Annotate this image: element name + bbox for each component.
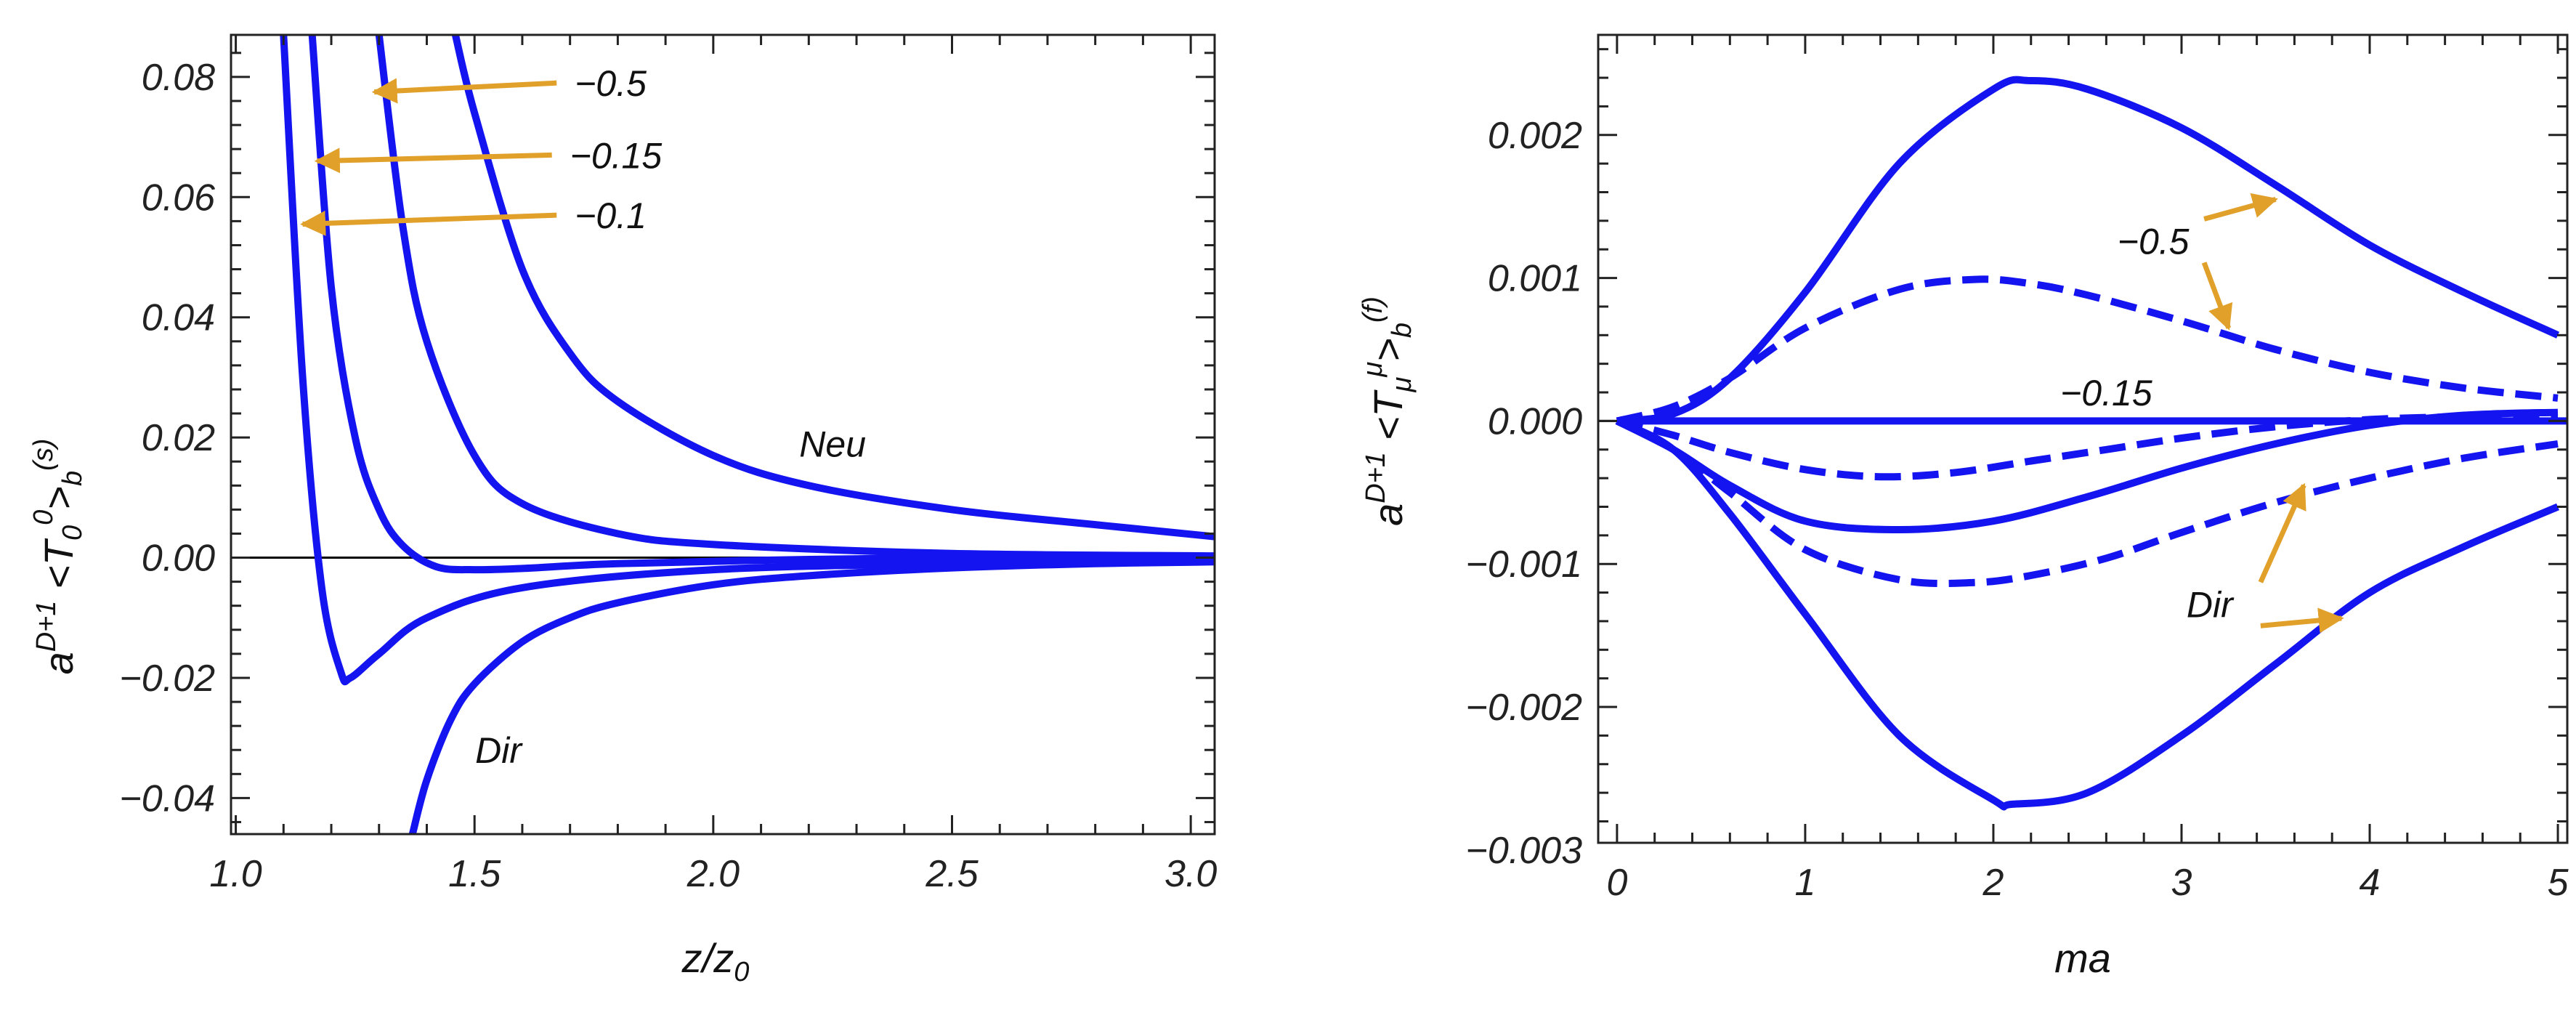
left-annotation-label: Neu (799, 424, 866, 464)
right-curves (1615, 76, 2567, 811)
left-annotation-arrow (371, 78, 557, 104)
right-annotation-label: Dir (2187, 584, 2235, 625)
right-annotation-arrow (2258, 482, 2306, 583)
right-series-3 (1616, 411, 2559, 481)
left-annotation-label: −0.1 (575, 195, 647, 236)
right-y-tick-label: −0.001 (1466, 543, 1583, 586)
left-series-2 (308, 35, 1215, 574)
left-x-tick-label: 2.5 (925, 853, 979, 895)
right-series-1 (1616, 76, 2560, 425)
left-y-axis-title: aD+1 <T00>b(s) (28, 439, 88, 675)
left-annotation-label: Dir (475, 730, 523, 771)
right-annotation-arrow (2203, 193, 2278, 222)
right-series-5 (1615, 417, 2559, 588)
right-x-tick-label: 1 (1794, 862, 1815, 904)
right-x-tick-label: 3 (2171, 862, 2192, 904)
left-x-tick-label: 1.5 (448, 853, 501, 895)
left-annotation-label: −0.15 (570, 135, 663, 176)
left-series-3 (375, 35, 1215, 560)
right-x-tick-label: 0 (1606, 862, 1627, 904)
left-annotation-arrow (300, 210, 557, 236)
right-plot-frame (1597, 33, 2569, 844)
right-series-6 (1615, 417, 2559, 811)
right-series-4 (1615, 408, 2559, 533)
left-x-axis-title: z/z0 (681, 935, 750, 987)
chart-left: z/z0 aD+1 <T00>b(s) 1.0 1.5 2.0 2.5 3.0 0.08 0… (28, 33, 1217, 987)
left-x-tick-label: 2.0 (686, 853, 740, 895)
left-y-tick-label: 0.02 (142, 417, 215, 459)
left-annotation-label: −0.5 (575, 63, 647, 104)
right-annotation-label: −0.5 (2118, 221, 2190, 262)
right-y-tick-label: −0.002 (1466, 687, 1583, 729)
left-curves (280, 35, 1215, 834)
chart-right: ma aD+1 <Tμμ>b(f) 0 1 2 3 4 5 0.002 0.001 0.000 −… (1358, 33, 2569, 981)
right-x-axis-title: ma (2054, 935, 2111, 981)
left-x-tick-label: 1.0 (209, 853, 262, 895)
left-series-1 (280, 35, 1215, 686)
left-annotation-arrow (314, 147, 552, 174)
right-y-axis-title: aD+1 <Tμμ>b(f) (1358, 296, 1417, 526)
right-x-tick-label: 5 (2548, 862, 2569, 904)
left-y-tick-label: 0.06 (142, 177, 215, 219)
right-y-tick-label: 0.000 (1488, 400, 1582, 442)
right-annotation-label: −0.15 (2060, 373, 2152, 413)
right-y-tick-label: 0.002 (1488, 115, 1582, 157)
left-y-tick-label: −0.02 (119, 658, 215, 700)
right-y-tick-label: −0.003 (1466, 830, 1583, 872)
right-series-2 (1616, 275, 2559, 425)
left-y-tick-label: 0.00 (142, 538, 215, 580)
right-x-tick-label: 4 (2360, 862, 2381, 904)
left-plot-frame (230, 33, 1216, 836)
left-y-tick-label: 0.08 (142, 57, 215, 99)
left-y-tick-label: −0.04 (119, 777, 215, 820)
right-x-tick-label: 2 (1982, 862, 2004, 904)
left-y-tick-label: 0.04 (142, 297, 215, 339)
right-annotation-arrow (2201, 262, 2233, 331)
left-series-5 (408, 558, 1215, 834)
right-y-tick-label: 0.001 (1488, 258, 1582, 300)
left-series-4 (452, 35, 1215, 541)
right-annotation-arrow (2260, 607, 2344, 634)
left-x-tick-label: 3.0 (1165, 853, 1217, 895)
